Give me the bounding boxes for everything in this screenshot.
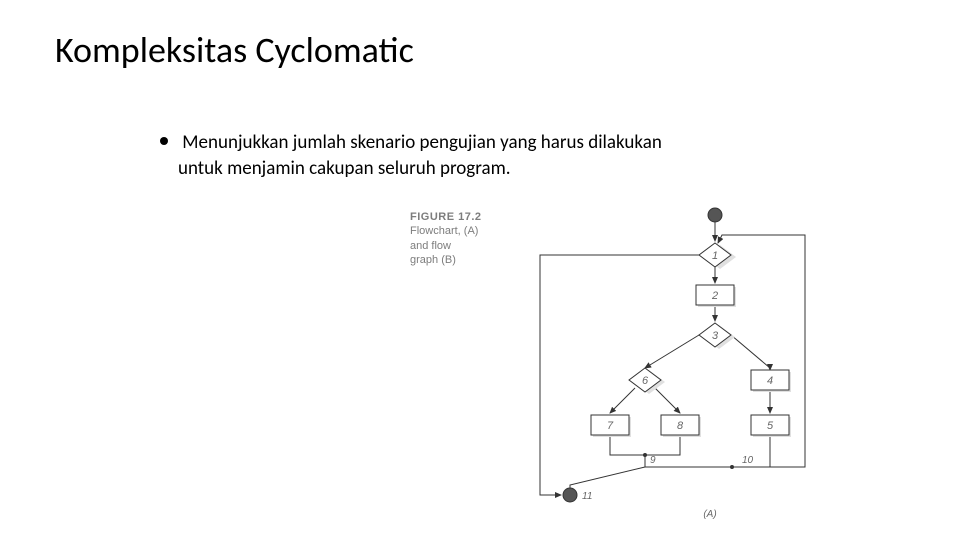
svg-text:5: 5 <box>767 420 774 432</box>
start-node-icon <box>708 208 722 222</box>
svg-text:6: 6 <box>642 375 649 387</box>
node-1: 1 <box>699 243 736 269</box>
node-8: 8 <box>661 415 701 437</box>
page-title: Kompleksitas Cyclomatic <box>55 28 414 72</box>
label-9: 9 <box>650 455 656 466</box>
node-4: 4 <box>751 370 791 392</box>
panel-label: (A) <box>703 509 716 520</box>
svg-text:4: 4 <box>767 375 773 387</box>
bullet-dot-icon <box>160 137 168 145</box>
svg-text:1: 1 <box>712 250 718 262</box>
bullet-item: Menunjukkan jumlah skenario pengujian ya… <box>160 130 800 181</box>
figure-caption-line3: graph (B) <box>410 253 482 267</box>
end-node-icon <box>563 488 577 502</box>
figure-title: FIGURE 17.2 <box>410 210 482 224</box>
bullet-line1: Menunjukkan jumlah skenario pengujian ya… <box>182 131 662 154</box>
svg-text:3: 3 <box>712 330 719 342</box>
label-11: 11 <box>582 491 592 502</box>
label-10: 10 <box>742 455 754 466</box>
figure-caption: FIGURE 17.2 Flowchart, (A) and flow grap… <box>410 210 482 267</box>
node-2: 2 <box>696 285 736 307</box>
figure-caption-line1: Flowchart, (A) <box>410 224 482 238</box>
node-6: 6 <box>629 368 665 394</box>
figure-caption-line2: and flow <box>410 239 482 253</box>
node-7: 7 <box>591 415 631 437</box>
flowchart-svg: 1 2 3 6 4 7 <box>500 205 820 525</box>
node-3: 3 <box>699 323 735 349</box>
svg-text:7: 7 <box>607 420 614 432</box>
svg-text:8: 8 <box>677 420 684 432</box>
flowchart-figure: 1 2 3 6 4 7 <box>500 205 820 525</box>
svg-text:2: 2 <box>711 290 718 302</box>
node-5: 5 <box>751 415 791 437</box>
bullet-line2: untuk menjamin cakupan seluruh program. <box>178 156 800 182</box>
